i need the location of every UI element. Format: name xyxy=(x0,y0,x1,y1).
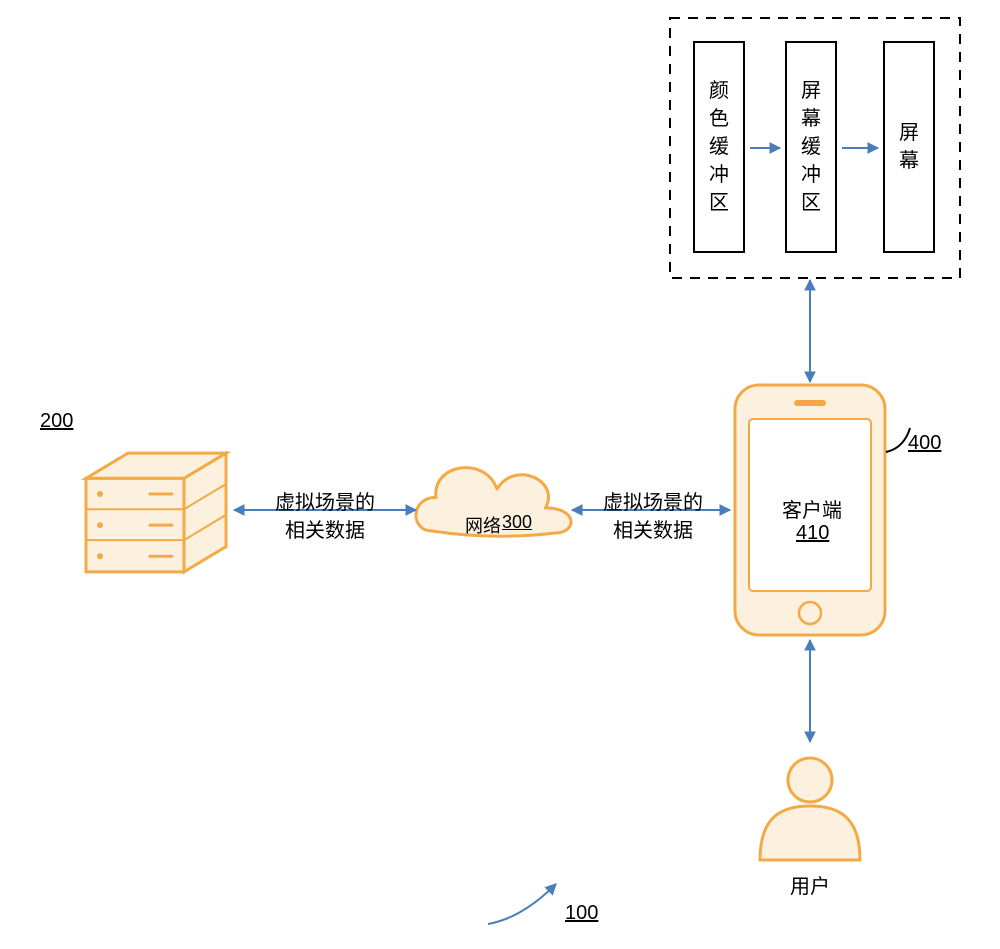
data-label-2-line2: 相关数据 xyxy=(613,514,693,543)
user-icon xyxy=(760,758,860,860)
color-buffer-label: 色 xyxy=(709,107,729,130)
color-buffer-label: 冲 xyxy=(709,163,729,186)
network-ref-label: 300 xyxy=(502,512,532,533)
network-label: 网络 xyxy=(465,512,501,538)
color-buffer-label: 缓 xyxy=(709,135,729,158)
color-buffer-label: 颜 xyxy=(709,79,729,102)
diagram-canvas: 颜色缓冲区屏幕缓冲区屏幕 xyxy=(0,0,1000,949)
screen-buffer-label: 屏 xyxy=(801,80,821,102)
screen-label: 屏 xyxy=(899,122,919,144)
data-label-2-line1: 虚拟场景的 xyxy=(603,486,703,515)
screen-buffer-label: 幕 xyxy=(801,107,821,130)
color-buffer-label: 区 xyxy=(709,192,729,214)
data-label-1-line2: 相关数据 xyxy=(285,514,365,543)
screen-buffer-label: 缓 xyxy=(801,135,821,158)
client-label: 客户端 xyxy=(782,494,842,523)
server-ref-label: 200 xyxy=(40,410,73,433)
server-icon xyxy=(86,453,226,572)
screen-label: 幕 xyxy=(899,149,919,172)
system-ref-arrow xyxy=(488,884,556,924)
system-ref-label: 100 xyxy=(565,902,598,925)
screen-box xyxy=(884,42,934,252)
user-label: 用户 xyxy=(790,870,830,899)
phone-ref-label: 400 xyxy=(908,432,941,455)
client-ref-label: 410 xyxy=(796,522,829,545)
phone-pointer xyxy=(886,428,910,452)
data-label-1-line1: 虚拟场景的 xyxy=(275,486,375,515)
screen-buffer-label: 区 xyxy=(801,192,821,214)
screen-buffer-label: 冲 xyxy=(801,163,821,186)
